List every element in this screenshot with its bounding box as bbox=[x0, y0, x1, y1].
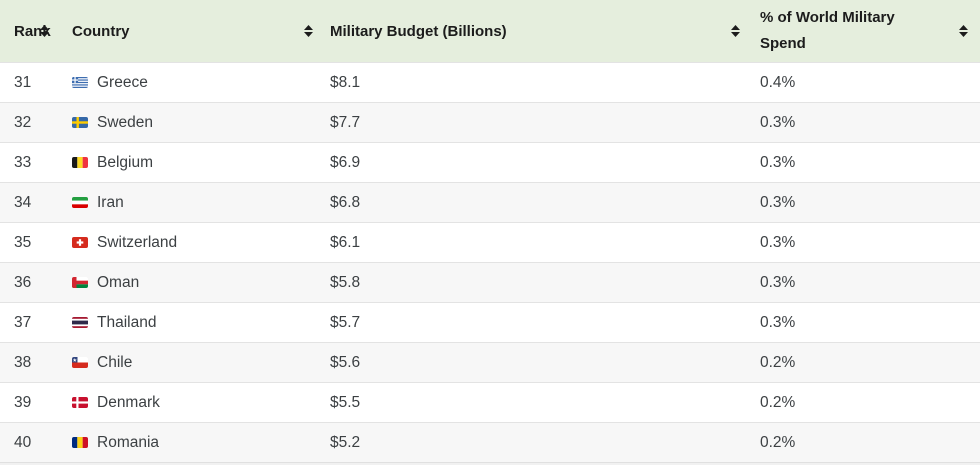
share-cell: 0.2% bbox=[760, 433, 796, 451]
rank-cell: 39 bbox=[14, 393, 32, 411]
table-row: 33 Belgium $6.9 0.3% bbox=[0, 142, 980, 182]
country-name: Denmark bbox=[97, 393, 160, 411]
country-cell: Romania bbox=[60, 423, 325, 462]
table-row: 31 Greece $8.1 0.4% bbox=[0, 62, 980, 102]
budget-cell: $5.7 bbox=[330, 313, 361, 331]
country-cell: Sweden bbox=[60, 103, 325, 142]
sort-arrows-icon[interactable] bbox=[959, 25, 968, 37]
budget-cell: $6.1 bbox=[330, 233, 361, 251]
country-name: Switzerland bbox=[97, 233, 178, 251]
share-cell: 0.2% bbox=[760, 393, 796, 411]
header-budget[interactable]: Military Budget (Billions) bbox=[325, 0, 750, 62]
rank-cell: 33 bbox=[14, 153, 32, 171]
header-rank-label: Rank bbox=[14, 22, 51, 40]
country-cell: Greece bbox=[60, 63, 325, 102]
flag-romania-icon bbox=[72, 437, 88, 448]
flag-oman-icon bbox=[72, 277, 88, 288]
country-cell: Denmark bbox=[60, 383, 325, 422]
header-rank[interactable]: Rank bbox=[0, 0, 60, 62]
country-name: Romania bbox=[97, 433, 160, 451]
table-row: 40 Romania $5.2 0.2% bbox=[0, 422, 980, 462]
share-cell: 0.3% bbox=[760, 233, 796, 251]
budget-cell: $5.6 bbox=[330, 353, 361, 371]
rank-cell: 36 bbox=[14, 273, 32, 291]
flag-belgium-icon bbox=[72, 157, 88, 168]
share-cell: 0.2% bbox=[760, 353, 796, 371]
sort-arrows-icon[interactable] bbox=[731, 25, 740, 37]
table-row: 32 Sweden $7.7 0.3% bbox=[0, 102, 980, 142]
country-cell: Iran bbox=[60, 183, 325, 222]
budget-cell: $5.5 bbox=[330, 393, 361, 411]
country-cell: Oman bbox=[60, 263, 325, 302]
table-row: 39 Denmark $5.5 0.2% bbox=[0, 382, 980, 422]
share-cell: 0.3% bbox=[760, 193, 796, 211]
budget-cell: $6.9 bbox=[330, 153, 361, 171]
flag-denmark-icon bbox=[72, 397, 88, 408]
rank-cell: 34 bbox=[14, 193, 32, 211]
table-body: 31 Greece $8.1 0.4% 32 Sweden $7.7 0.3% 33 Belgiu… bbox=[0, 62, 980, 462]
rank-cell: 35 bbox=[14, 233, 32, 251]
share-cell: 0.4% bbox=[760, 73, 796, 91]
share-cell: 0.3% bbox=[760, 273, 796, 291]
sort-arrows-icon[interactable] bbox=[39, 25, 49, 37]
country-name: Sweden bbox=[97, 113, 154, 131]
share-cell: 0.3% bbox=[760, 153, 796, 171]
rank-cell: 37 bbox=[14, 313, 32, 331]
table-row: 37 Thailand $5.7 0.3% bbox=[0, 302, 980, 342]
country-name: Greece bbox=[97, 73, 148, 91]
rank-cell: 31 bbox=[14, 73, 32, 91]
flag-switzerland-icon bbox=[72, 237, 88, 248]
country-name: Thailand bbox=[97, 313, 157, 331]
table-row: 34 Iran $6.8 0.3% bbox=[0, 182, 980, 222]
header-country[interactable]: Country bbox=[60, 0, 325, 62]
country-cell: Chile bbox=[60, 343, 325, 382]
budget-cell: $7.7 bbox=[330, 113, 361, 131]
rank-cell: 38 bbox=[14, 353, 32, 371]
sort-arrows-icon[interactable] bbox=[304, 25, 313, 37]
country-cell: Belgium bbox=[60, 143, 325, 182]
flag-iran-icon bbox=[72, 197, 88, 208]
country-name: Chile bbox=[97, 353, 133, 371]
rank-cell: 40 bbox=[14, 433, 32, 451]
budget-cell: $5.2 bbox=[330, 433, 361, 451]
flag-greece-icon bbox=[72, 77, 88, 88]
table-bottom-edge bbox=[0, 462, 980, 465]
share-cell: 0.3% bbox=[760, 113, 796, 131]
header-country-label: Country bbox=[72, 22, 130, 40]
table-row: 36 Oman $5.8 0.3% bbox=[0, 262, 980, 302]
budget-cell: $6.8 bbox=[330, 193, 361, 211]
table-header-row: Rank Country Military Budget (Billions) … bbox=[0, 0, 980, 62]
budget-cell: $5.8 bbox=[330, 273, 361, 291]
header-share-label: % of World Military Spend bbox=[760, 9, 895, 52]
rank-cell: 32 bbox=[14, 113, 32, 131]
country-cell: Switzerland bbox=[60, 223, 325, 262]
country-name: Belgium bbox=[97, 153, 153, 171]
flag-sweden-icon bbox=[72, 117, 88, 128]
table-row: 38 Chile $5.6 0.2% bbox=[0, 342, 980, 382]
share-cell: 0.3% bbox=[760, 313, 796, 331]
flag-chile-icon bbox=[72, 357, 88, 368]
country-name: Oman bbox=[97, 273, 140, 291]
table-row: 35 Switzerland $6.1 0.3% bbox=[0, 222, 980, 262]
country-name: Iran bbox=[97, 193, 124, 211]
header-budget-label: Military Budget (Billions) bbox=[330, 22, 507, 40]
header-share[interactable]: % of World Military Spend bbox=[750, 0, 980, 62]
country-cell: Thailand bbox=[60, 303, 325, 342]
budget-cell: $8.1 bbox=[330, 73, 361, 91]
flag-thailand-icon bbox=[72, 317, 88, 328]
